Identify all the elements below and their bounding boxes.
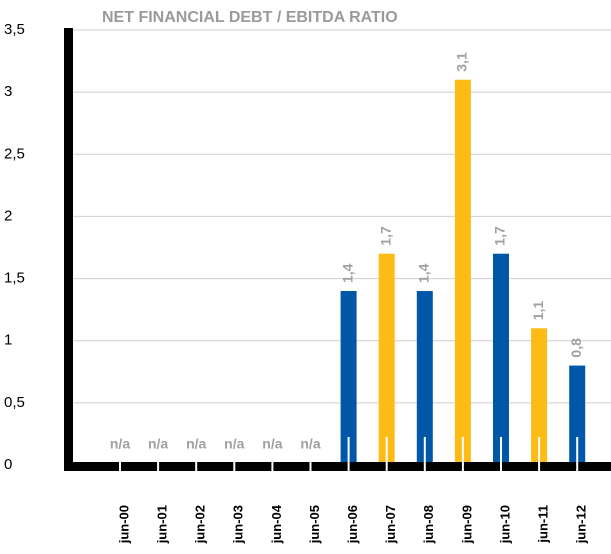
y-tick-label: 2 bbox=[4, 207, 12, 224]
bar bbox=[569, 365, 586, 465]
x-tick-label: jun-00 bbox=[116, 505, 131, 544]
value-label: n/a bbox=[186, 436, 206, 452]
x-tick-label: jun-05 bbox=[307, 505, 322, 544]
y-tick-label: 1 bbox=[4, 332, 12, 349]
x-tick-label: jun-04 bbox=[269, 504, 284, 544]
x-tick-label: jun-07 bbox=[383, 505, 398, 544]
bar bbox=[531, 328, 548, 465]
x-tick-label: jun-03 bbox=[231, 505, 246, 544]
x-tick-label: jun-09 bbox=[459, 505, 474, 544]
y-tick-label: 1,5 bbox=[4, 270, 25, 287]
x-tick-label: jun-02 bbox=[193, 505, 208, 544]
x-tick-label: jun-08 bbox=[421, 505, 436, 544]
value-label: 3,1 bbox=[454, 52, 470, 72]
bar bbox=[454, 79, 471, 465]
value-label: n/a bbox=[110, 436, 130, 452]
value-label: 0,8 bbox=[568, 338, 584, 358]
x-axis bbox=[64, 462, 611, 471]
x-tick-label: jun-11 bbox=[536, 505, 551, 544]
value-label: n/a bbox=[262, 436, 282, 452]
value-label: 1,1 bbox=[530, 301, 546, 321]
value-label: 1,7 bbox=[492, 226, 508, 246]
value-label: 1,4 bbox=[416, 263, 432, 283]
y-tick-label: 0 bbox=[4, 456, 12, 473]
y-tick-label: 3,5 bbox=[4, 21, 25, 38]
value-label: n/a bbox=[300, 436, 320, 452]
x-tick-label: jun-10 bbox=[497, 505, 512, 544]
chart-title: NET FINANCIAL DEBT / EBITDA RATIO bbox=[102, 9, 398, 26]
value-label: n/a bbox=[224, 436, 244, 452]
value-label: n/a bbox=[148, 436, 168, 452]
x-tick-label: jun-12 bbox=[574, 505, 589, 544]
y-tick-label: 3 bbox=[4, 83, 12, 100]
y-tick-label: 0,5 bbox=[4, 394, 25, 411]
x-tick-label: jun-06 bbox=[345, 505, 360, 544]
y-tick-label: 2,5 bbox=[4, 145, 25, 162]
value-label: 1,7 bbox=[377, 226, 393, 246]
bar bbox=[493, 253, 509, 465]
y-axis bbox=[64, 28, 73, 471]
bar bbox=[378, 253, 395, 465]
bar bbox=[340, 291, 357, 465]
x-tick-label: jun-01 bbox=[155, 505, 170, 544]
bar bbox=[416, 291, 433, 465]
value-label: 1,4 bbox=[339, 263, 355, 283]
